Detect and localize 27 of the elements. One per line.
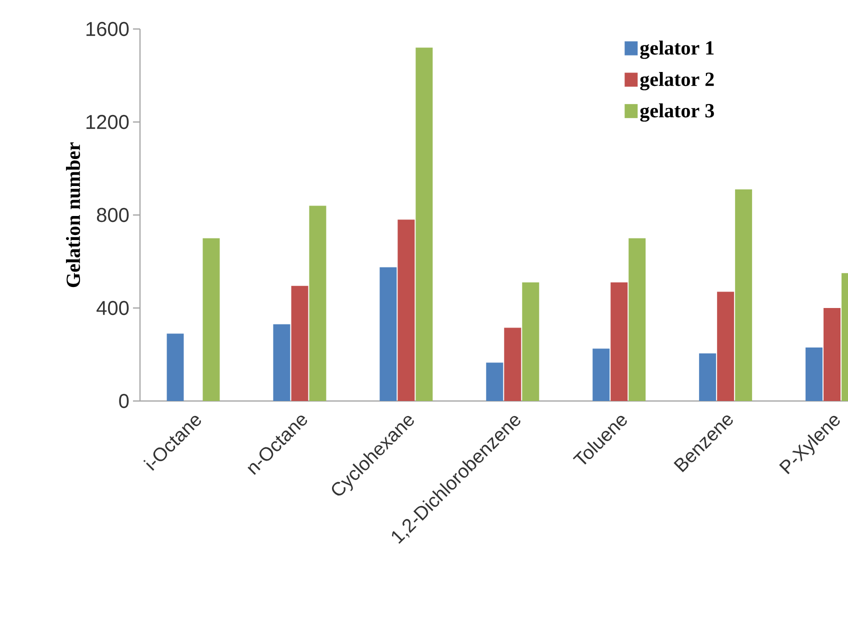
bar: [592, 348, 610, 401]
legend-label: gelator 2: [640, 72, 714, 90]
bar: [202, 238, 220, 401]
bar: [806, 348, 823, 401]
bar: [504, 328, 522, 401]
bar: [416, 48, 433, 401]
legend-label: gelator 1: [640, 40, 714, 59]
bar: [486, 362, 504, 401]
bar: [522, 282, 540, 401]
y-axis-title: Gelation number: [66, 142, 80, 288]
bar: [291, 286, 308, 401]
y-tick-label: 1600: [86, 22, 129, 36]
y-tick-label: 800: [96, 208, 129, 222]
bar: [628, 238, 646, 401]
y-tick-label: 400: [96, 300, 129, 316]
bar: [166, 334, 184, 401]
y-tick-label: 0: [119, 394, 129, 408]
bar: [610, 282, 628, 401]
bar: [699, 353, 716, 401]
y-tick-label: 1200: [86, 114, 129, 130]
bar: [717, 292, 734, 401]
bar: [735, 189, 752, 401]
bar: [380, 267, 397, 401]
bar: [273, 324, 290, 401]
legend-label: gelator 3: [640, 103, 714, 122]
bar: [309, 206, 326, 401]
bar: [398, 220, 415, 401]
